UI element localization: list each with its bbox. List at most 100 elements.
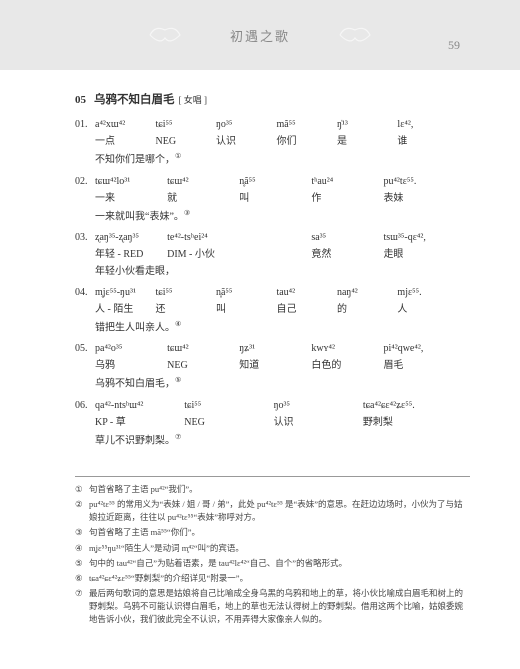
gloss-cell: 野刺梨: [363, 415, 470, 430]
footnote: ⑤句中的 tau⁴²“自己”为贴着语素，是 tau⁴²lɛ⁴²“自己、自个”的省…: [75, 557, 470, 570]
gloss-cell: 就: [167, 191, 239, 206]
translation: 错把生人叫亲人。④: [95, 319, 470, 335]
line-group: 04.m̥jɛ⁵⁵-ŋu³¹tɕi⁵⁵n̥ã⁵⁵tau⁴²naŋ⁴²mjɛ⁵⁵.…: [75, 285, 470, 335]
gloss-cell: 的: [337, 302, 397, 317]
gloss-cell: 一来: [95, 191, 167, 206]
gloss-row: 乌鸦NEG知道白色的眉毛: [75, 358, 470, 373]
line-number: [75, 302, 95, 317]
gloss-cell: 知道: [239, 358, 311, 373]
gloss-cell: naŋ⁴²: [337, 285, 397, 300]
line-number: 03.: [75, 230, 95, 245]
gloss-cell: 眉毛: [383, 358, 470, 373]
gloss-row: 年轻 - REDDIM - 小伙竟然走眼: [75, 247, 470, 262]
footnote-mark: ②: [75, 498, 89, 524]
line-number: 01.: [75, 117, 95, 132]
gloss-cell: 竟然: [311, 247, 383, 262]
gloss-cell: 乌鸦: [95, 358, 167, 373]
gloss-cell: ʐaŋ³⁵-ʐaŋ³⁵: [95, 230, 167, 245]
footnote: ②pu⁴²tɛ⁵⁵ 的常用义为“表妹 / 姐 / 哥 / 弟”，此处 pu⁴²t…: [75, 498, 470, 524]
gloss-cell: 自己: [276, 302, 336, 317]
gloss-cell: te⁴²-tsʰei²⁴: [167, 230, 239, 245]
gloss-cell: pa⁴²o³⁵: [95, 341, 167, 356]
gloss-cell: sa³⁵: [311, 230, 383, 245]
gloss-cell: pi⁴²qwe⁴²,: [383, 341, 470, 356]
gloss-cell: 白色的: [311, 358, 383, 373]
footnote-text: tɕa⁴²ɕɛ⁴²ʑɛ⁵⁵“野刺梨”的介绍详见“附录一”。: [89, 572, 470, 585]
gloss-cell: pu⁴²tɛ⁵⁵.: [383, 174, 470, 189]
section-title: 05 乌鸦不知白眉毛 [ 女唱 ]: [75, 92, 470, 109]
line-number: [75, 134, 95, 149]
gloss-cell: tau⁴²: [276, 285, 336, 300]
line-number: 05.: [75, 341, 95, 356]
gloss-cell: 认识: [216, 134, 276, 149]
line-group: 05.pa⁴²o³⁵tɕɯ⁴²ŋʑ³¹kwʏ⁴²pi⁴²qwe⁴², 乌鸦NEG知…: [75, 341, 470, 391]
page-number: 59: [448, 38, 460, 53]
footnote-mark: ⑦: [75, 587, 89, 627]
footnote-mark: ③: [75, 526, 89, 539]
footnotes: ①句首省略了主语 pu⁴²“我们”。②pu⁴²tɛ⁵⁵ 的常用义为“表妹 / 姐…: [75, 476, 470, 627]
gloss-row: 01.a⁴²xɯ⁴²tɕi⁵⁵ŋo³⁵mã⁵⁵ŋ̍¹³lɛ⁴²,: [75, 117, 470, 132]
gloss-cell: tɕa⁴²ɕɛ⁴²ʑɛ⁵⁵.: [363, 398, 470, 413]
gloss-cell: 是: [337, 134, 397, 149]
gloss-cell: ŋʑ³¹: [239, 341, 311, 356]
line-number: [75, 247, 95, 262]
line-group: 03.ʐaŋ³⁵-ʐaŋ³⁵te⁴²-tsʰei²⁴ sa³⁵tsɯ³⁵-qɛ⁴²…: [75, 230, 470, 279]
gloss-cell: tsɯ³⁵-qɛ⁴²,: [383, 230, 470, 245]
line-group: 02.tɕɯ⁴²lo³¹tɕɯ⁴²n̥ã⁵⁵tʰau²⁴pu⁴²tɛ⁵⁵. 一来就…: [75, 174, 470, 224]
page-header: 初遇之歌 59: [0, 0, 520, 70]
gloss-row: 一点NEG认识你们是谁: [75, 134, 470, 149]
gloss-cell: tɕi⁵⁵: [155, 285, 215, 300]
gloss-cell: 谁: [397, 134, 470, 149]
line-number: [75, 358, 95, 373]
gloss-row: 人 - 陌生还叫自己的人: [75, 302, 470, 317]
gloss-cell: tɕi⁵⁵: [184, 398, 273, 413]
gloss-cell: 走眼: [383, 247, 470, 262]
gloss-cell: 一点: [95, 134, 155, 149]
gloss-row: 一来就叫作表妹: [75, 191, 470, 206]
footnote: ④m̥jɛ⁵⁵ŋu³¹“陌生人”是动词 m̥⁴²“叫”的宾语。: [75, 542, 470, 555]
gloss-cell: 叫: [216, 302, 276, 317]
translation: 乌鸦不知白眉毛，⑤: [95, 375, 470, 391]
gloss-cell: 人 - 陌生: [95, 302, 155, 317]
gloss-cell: qa⁴²-ntsʰɯ⁴²: [95, 398, 184, 413]
line-number: 06.: [75, 398, 95, 413]
translation: 年轻小伙看走眼，: [95, 264, 470, 279]
footnote: ⑦最后两句歌词的意思是姑娘将自己比喻成全身乌黑的乌鸦和地上的草，将小伙比喻成白眉…: [75, 587, 470, 627]
gloss-cell: 人: [397, 302, 470, 317]
footnote-ref: ①: [175, 152, 181, 160]
footnote-text: m̥jɛ⁵⁵ŋu³¹“陌生人”是动词 m̥⁴²“叫”的宾语。: [89, 542, 470, 555]
section-num: 05: [75, 92, 86, 109]
gloss-cell: 年轻 - RED: [95, 247, 167, 262]
gloss-cell: mjɛ⁵⁵.: [397, 285, 470, 300]
gloss-cell: 作: [311, 191, 383, 206]
footnote: ⑥tɕa⁴²ɕɛ⁴²ʑɛ⁵⁵“野刺梨”的介绍详见“附录一”。: [75, 572, 470, 585]
gloss-row: 02.tɕɯ⁴²lo³¹tɕɯ⁴²n̥ã⁵⁵tʰau²⁴pu⁴²tɛ⁵⁵.: [75, 174, 470, 189]
footnote-text: pu⁴²tɛ⁵⁵ 的常用义为“表妹 / 姐 / 哥 / 弟”，此处 pu⁴²tɛ…: [89, 498, 470, 524]
gloss-cell: [239, 230, 311, 245]
gloss-cell: n̥ã⁵⁵: [239, 174, 311, 189]
gloss-cell: ŋ̍¹³: [337, 117, 397, 132]
gloss-cell: 叫: [239, 191, 311, 206]
translation: 不知你们是哪个，①: [95, 151, 470, 167]
page-content: 05 乌鸦不知白眉毛 [ 女唱 ] 01.a⁴²xɯ⁴²tɕi⁵⁵ŋo³⁵mã⁵…: [0, 70, 520, 464]
line-number: 02.: [75, 174, 95, 189]
section-title-text: 乌鸦不知白眉毛: [94, 92, 175, 109]
gloss-cell: tɕi⁵⁵: [155, 117, 215, 132]
gloss-cell: lɛ⁴²,: [397, 117, 470, 132]
gloss-cell: a⁴²xɯ⁴²: [95, 117, 155, 132]
gloss-row: 04.m̥jɛ⁵⁵-ŋu³¹tɕi⁵⁵n̥ã⁵⁵tau⁴²naŋ⁴²mjɛ⁵⁵.: [75, 285, 470, 300]
gloss-row: 06.qa⁴²-ntsʰɯ⁴²tɕi⁵⁵ŋo³⁵tɕa⁴²ɕɛ⁴²ʑɛ⁵⁵.: [75, 398, 470, 413]
translation: 草儿不识野刺梨。⑦: [95, 432, 470, 448]
gloss-cell: 你们: [276, 134, 336, 149]
gloss-cell: mã⁵⁵: [276, 117, 336, 132]
translation: 一来就叫我“表妹”。③: [95, 208, 470, 224]
footnote-mark: ①: [75, 483, 89, 496]
line-number: [75, 191, 95, 206]
gloss-cell: 还: [155, 302, 215, 317]
gloss-cell: NEG: [184, 415, 273, 430]
footnote-text: 最后两句歌词的意思是姑娘将自己比喻成全身乌黑的乌鸦和地上的草，将小伙比喻成白眉毛…: [89, 587, 470, 627]
gloss-row: 05.pa⁴²o³⁵tɕɯ⁴²ŋʑ³¹kwʏ⁴²pi⁴²qwe⁴²,: [75, 341, 470, 356]
line-group: 06.qa⁴²-ntsʰɯ⁴²tɕi⁵⁵ŋo³⁵tɕa⁴²ɕɛ⁴²ʑɛ⁵⁵. KP…: [75, 398, 470, 448]
gloss-row: KP - 草NEG认识野刺梨: [75, 415, 470, 430]
gloss-cell: NEG: [167, 358, 239, 373]
